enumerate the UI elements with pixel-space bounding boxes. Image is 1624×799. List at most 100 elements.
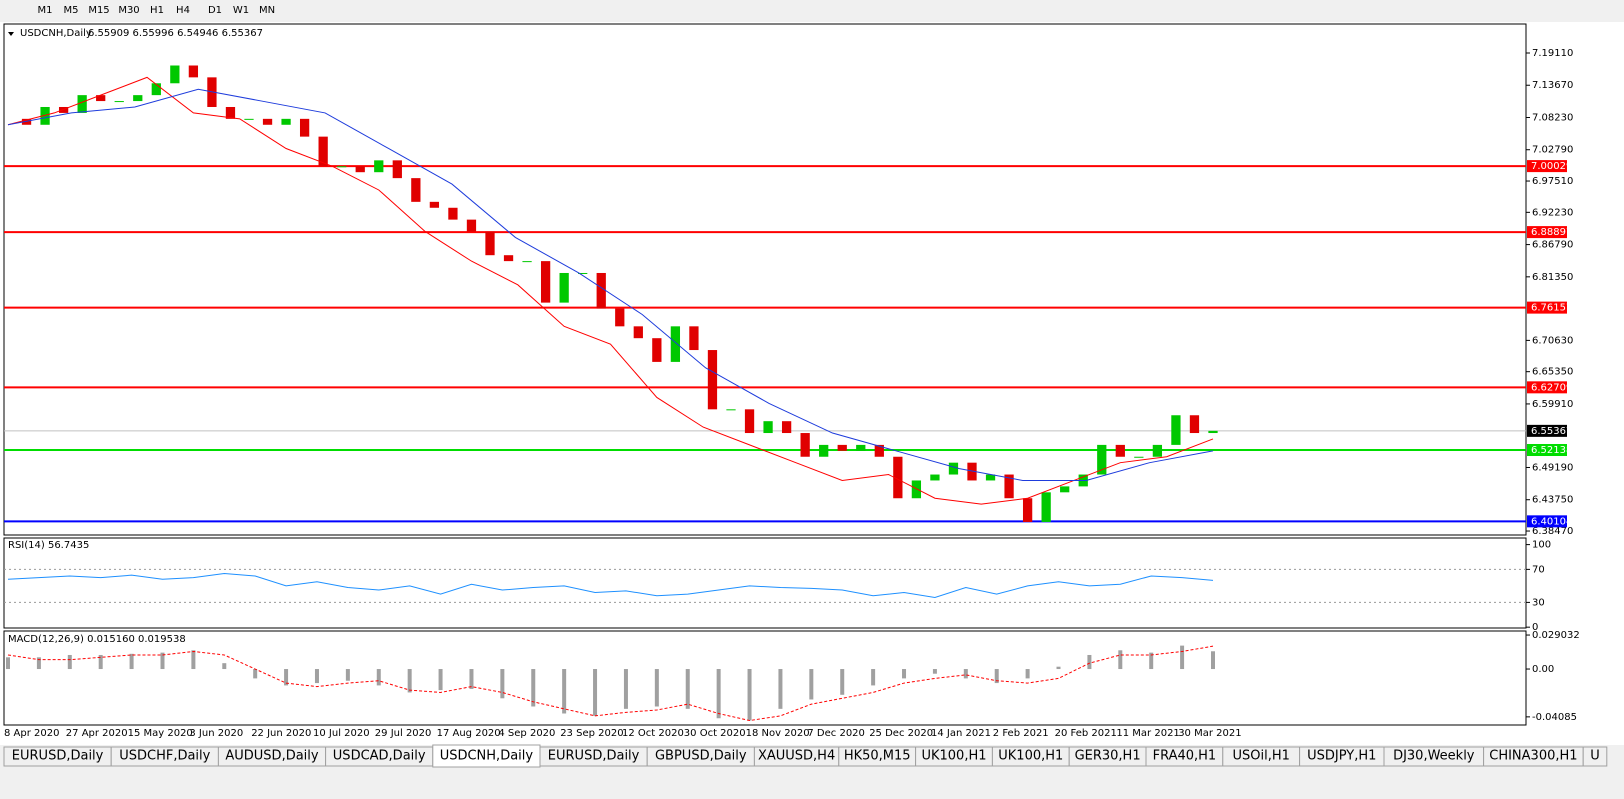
chart-title: USDCNH,Daily (20, 28, 92, 39)
y-tick-label: 6.92230 (1532, 207, 1573, 218)
level-tag (1527, 301, 1567, 314)
y-tick-label: 6.86790 (1532, 240, 1573, 251)
timeframe-button[interactable]: M5 (64, 5, 79, 16)
y-tick-label: -0.04085 (1532, 712, 1577, 723)
candle (1004, 474, 1014, 499)
level-label: 6.62709 (1531, 382, 1572, 393)
collapse-icon[interactable] (8, 32, 14, 36)
y-tick-label: 6.43750 (1532, 495, 1573, 506)
tab-label[interactable]: GER30,H1 (1075, 749, 1141, 764)
candle (781, 421, 792, 434)
y-tick-label: 7.08230 (1532, 112, 1573, 123)
y-tick-label: 6.81350 (1532, 272, 1573, 283)
x-tick-label: 3 Jun 2020 (189, 728, 243, 739)
candle (151, 83, 161, 96)
tab-label[interactable]: GBPUSD,Daily (655, 749, 747, 764)
tab-label[interactable]: USDJPY,H1 (1307, 749, 1376, 764)
candle (411, 178, 421, 202)
rsi-line (7, 573, 1214, 598)
y-tick-label: 6.65350 (1532, 367, 1573, 378)
level-tag (1527, 381, 1567, 394)
x-tick-label: 27 Apr 2020 (66, 728, 128, 739)
candle (1134, 456, 1144, 458)
level-tag (1527, 444, 1567, 457)
tab-label[interactable]: UK100,H1 (921, 749, 986, 764)
candle (1208, 430, 1218, 434)
candle (318, 136, 328, 167)
y-tick-label: 6.38470 (1532, 526, 1573, 537)
timeframe-button[interactable]: M15 (88, 5, 109, 16)
current-price-label: 6.55367 (1531, 426, 1572, 437)
x-tick-label: 18 Nov 2020 (746, 728, 810, 739)
candle (96, 95, 106, 102)
timeframe-button[interactable]: H4 (176, 5, 190, 16)
rsi-title: RSI(14) 56.7435 (8, 540, 89, 551)
candle (133, 95, 143, 102)
candle (1171, 415, 1181, 445)
candle (448, 207, 458, 220)
y-tick-label: 6.70630 (1532, 335, 1573, 346)
candle (893, 456, 903, 499)
y-tick-label: 6.49190 (1532, 462, 1573, 473)
tab-label[interactable]: USDCNH,Daily (440, 749, 534, 764)
candle (355, 166, 365, 173)
candle (689, 326, 699, 351)
level-label: 7.00029 (1531, 161, 1572, 172)
x-tick-label: 30 Mar 2021 (1178, 728, 1241, 739)
candle (262, 118, 273, 125)
candle (578, 272, 588, 274)
tab-label[interactable]: USOil,H1 (1232, 749, 1289, 764)
candle (670, 326, 681, 362)
timeframe-button[interactable]: W1 (233, 5, 249, 16)
macd-pane (3, 630, 1527, 726)
ohlc: 6.55909 6.55996 6.54946 6.55367 (88, 28, 263, 39)
toolbar (0, 0, 1624, 22)
tab-label[interactable]: DJ30,Weekly (1393, 749, 1475, 764)
y-tick-label: 30 (1532, 597, 1545, 608)
candle (559, 272, 569, 303)
x-tick-label: 2 Feb 2021 (993, 728, 1049, 739)
candle (1115, 444, 1125, 457)
candle (540, 261, 551, 303)
timeframe-button[interactable]: M1 (38, 5, 53, 16)
tab-label[interactable]: U (1590, 749, 1600, 764)
level-label: 6.76157 (1531, 303, 1572, 314)
tab-label[interactable]: XAUUSD,H4 (758, 749, 835, 764)
tab-label[interactable]: CHINA300,H1 (1489, 749, 1577, 764)
tab[interactable] (1582, 746, 1608, 767)
tab-label[interactable]: USDCHF,Daily (119, 749, 210, 764)
candle (930, 474, 940, 481)
tab-label[interactable]: AUDUSD,Daily (225, 749, 319, 764)
tab-label[interactable]: UK100,H1 (998, 749, 1063, 764)
level-label: 6.88897 (1531, 227, 1572, 238)
tab-label[interactable]: HK50,M15 (844, 749, 911, 764)
candle (466, 219, 477, 232)
tab-label[interactable]: EURUSD,Daily (12, 749, 104, 764)
candle (967, 462, 977, 481)
y-tick-label: 0.029032 (1532, 630, 1580, 641)
candle (707, 350, 718, 410)
timeframe-button[interactable]: D1 (208, 5, 222, 16)
candle (429, 201, 440, 208)
x-tick-label: 23 Sep 2020 (560, 728, 623, 739)
timeframe-button[interactable]: MN (259, 5, 275, 16)
level-tag (1527, 515, 1567, 528)
y-tick-label: 70 (1532, 564, 1545, 575)
timeframe-button[interactable]: H1 (150, 5, 164, 16)
x-tick-label: 10 Jul 2020 (313, 728, 370, 739)
candle (225, 106, 236, 119)
x-tick-label: 20 Feb 2021 (1055, 728, 1117, 739)
x-tick-label: 7 Dec 2020 (807, 728, 865, 739)
candle (522, 261, 532, 263)
tab-label[interactable]: FRA40,H1 (1153, 749, 1217, 764)
tab-label[interactable]: EURUSD,Daily (548, 749, 640, 764)
candle (596, 272, 606, 309)
candle (244, 118, 254, 120)
y-tick-label: 7.02790 (1532, 145, 1573, 156)
x-tick-label: 4 Sep 2020 (498, 728, 555, 739)
timeframe-button[interactable]: M30 (118, 5, 139, 16)
candle (337, 166, 347, 168)
candle (1189, 415, 1200, 434)
tab-label[interactable]: USDCAD,Daily (333, 749, 426, 764)
candle (40, 106, 50, 125)
